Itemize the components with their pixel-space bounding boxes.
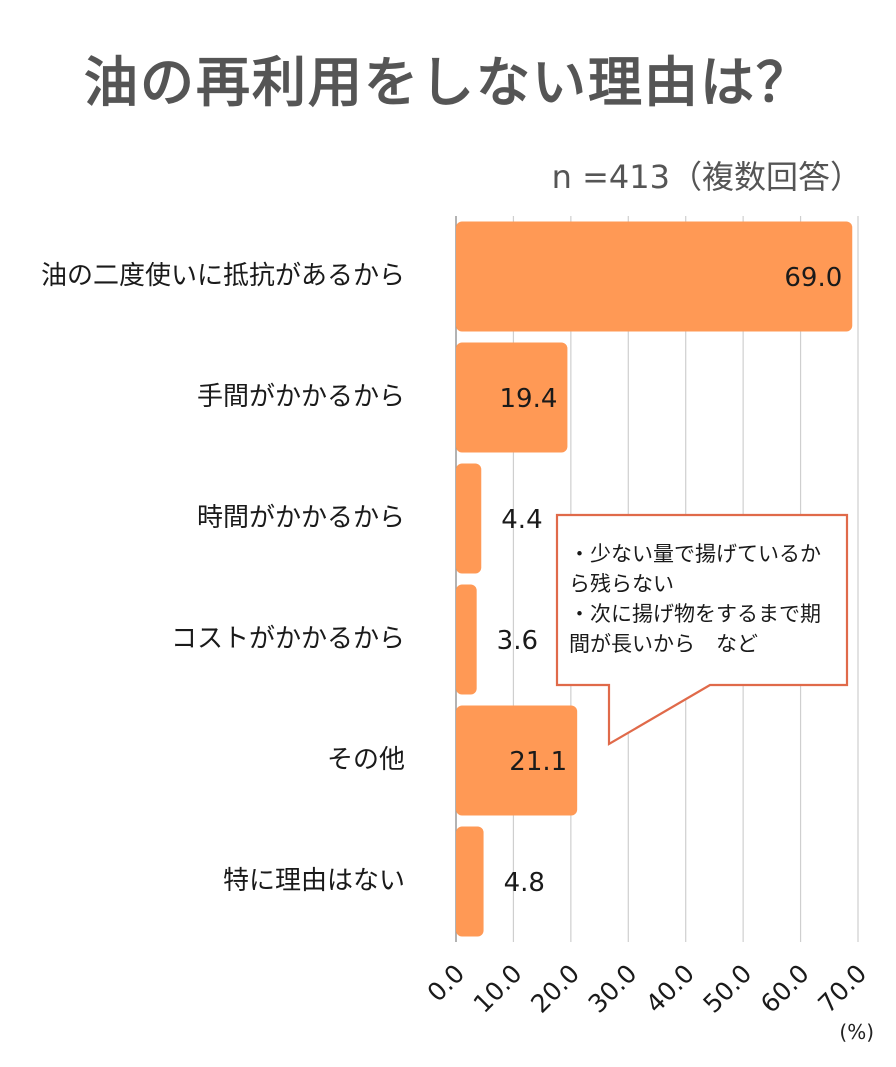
data-label: 21.1 <box>509 747 567 777</box>
x-tick-label: 20.0 <box>525 959 585 1019</box>
bar <box>456 584 477 695</box>
category-label: 時間がかかるから <box>197 503 405 533</box>
category-label: 油の二度使いに抵抗があるから <box>41 261 405 291</box>
other-reasons-callout: ・少ない量で揚げているか ら残らない ・次に揚げ物をするまで期 間が長いから な… <box>557 515 847 685</box>
bar <box>456 463 482 574</box>
callout-line: 間が長いから など <box>569 632 758 656</box>
data-label: 19.4 <box>500 384 558 414</box>
x-tick-label: 30.0 <box>583 959 643 1019</box>
x-tick-label: 10.0 <box>468 959 528 1019</box>
category-label: 特に理由はない <box>223 866 405 896</box>
callout-line: ・少ない量で揚げているか <box>569 542 821 566</box>
chart-title: 油の再利用をしない理由は？ <box>84 51 812 114</box>
x-tick-label: 60.0 <box>755 959 815 1019</box>
data-label: 69.0 <box>784 263 842 293</box>
x-tick-label: 40.0 <box>640 959 700 1019</box>
bar <box>456 221 853 332</box>
x-tick-label: 50.0 <box>698 959 758 1019</box>
category-label: その他 <box>327 745 405 775</box>
callout-box <box>555 513 849 746</box>
bar <box>456 705 578 816</box>
bar <box>456 826 484 937</box>
x-tick-label: 70.0 <box>812 959 872 1019</box>
category-label: 手間がかかるから <box>197 382 405 412</box>
bar <box>456 342 568 453</box>
unit-label: (%) <box>839 1020 874 1044</box>
callout-line: ・次に揚げ物をするまで期 <box>569 602 821 626</box>
data-label: 3.6 <box>497 626 538 656</box>
data-label: 4.8 <box>504 868 545 898</box>
callout-line: ら残らない <box>569 572 674 596</box>
category-label: コストがかかるから <box>171 624 405 654</box>
sample-size-label: n =413（複数回答） <box>551 158 862 196</box>
data-label: 4.4 <box>501 505 542 535</box>
x-tick-label: 0.0 <box>422 959 471 1008</box>
